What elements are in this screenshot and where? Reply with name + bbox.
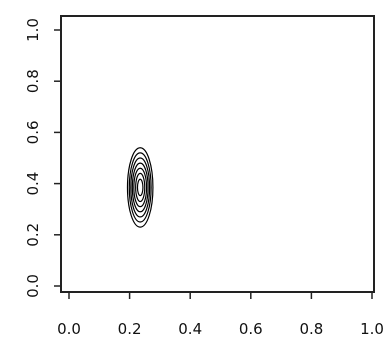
y-tick-label-2: 0.4 xyxy=(24,172,42,196)
contour-line-2 xyxy=(128,152,152,223)
x-tick-label-1: 0.2 xyxy=(118,320,142,338)
y-tick-label-3: 0.6 xyxy=(24,120,42,144)
contour-line-7 xyxy=(136,178,144,197)
plot-box xyxy=(60,15,375,293)
contour-line-3 xyxy=(130,157,151,218)
y-tick-label-0: 0.0 xyxy=(24,274,42,298)
y-tick-label-1: 0.2 xyxy=(24,223,42,247)
y-tick-label-5: 1.0 xyxy=(24,18,42,42)
contour-line-4 xyxy=(131,162,149,213)
x-axis: 0.0 0.2 0.4 0.6 0.8 1.0 xyxy=(57,292,384,338)
contour-line-5 xyxy=(133,167,148,208)
x-tick-label-4: 0.8 xyxy=(299,320,323,338)
y-tick-label-4: 0.8 xyxy=(24,69,42,93)
contour-line-6 xyxy=(135,172,146,203)
contour-line-1 xyxy=(126,147,154,228)
x-tick-label-2: 0.4 xyxy=(178,320,202,338)
x-tick-label-0: 0.0 xyxy=(57,320,81,338)
y-axis: 0.0 0.2 0.4 0.6 0.8 1.0 xyxy=(24,18,61,298)
x-tick-label-5: 1.0 xyxy=(360,320,384,338)
contour-lines xyxy=(126,147,154,228)
x-tick-label-3: 0.6 xyxy=(239,320,263,338)
